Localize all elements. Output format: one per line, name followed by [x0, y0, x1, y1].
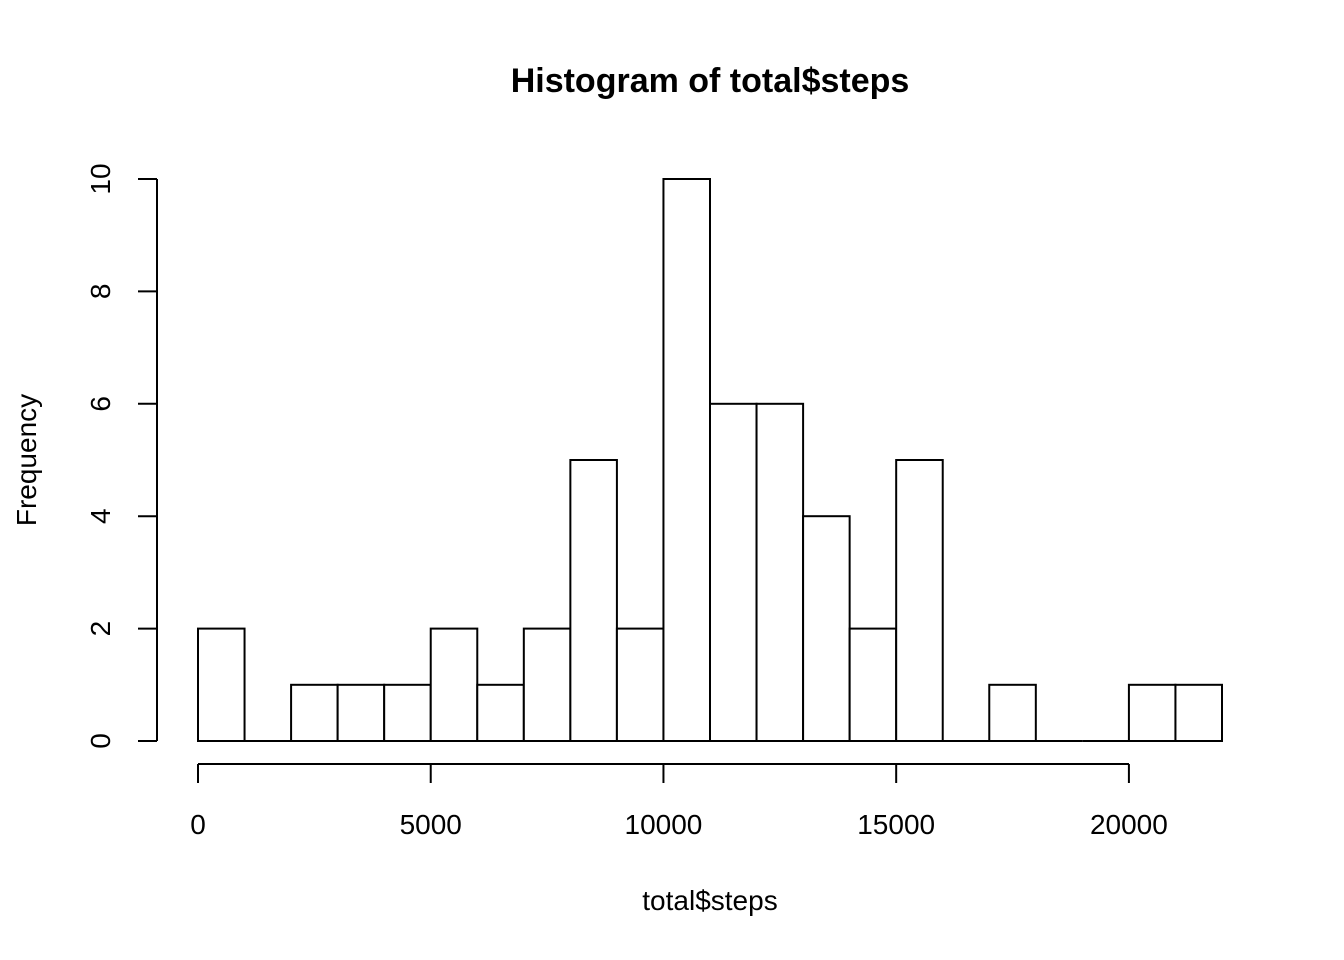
- y-tick-label-3: 6: [85, 396, 116, 412]
- histogram-bar-4: [383, 683, 432, 742]
- histogram-bar-12: [755, 402, 805, 742]
- x-tick-label-1: 5000: [400, 809, 462, 840]
- histogram-bar-13: [802, 515, 851, 743]
- histogram-bar-15: [895, 459, 944, 742]
- bars-group: [197, 178, 1223, 743]
- histogram-bar-0: [197, 627, 246, 742]
- histogram-bar-8: [569, 459, 618, 742]
- histogram-bar-20: [1127, 683, 1177, 742]
- y-tick-label-1: 2: [85, 621, 116, 637]
- x-tick-label-3: 15000: [857, 809, 935, 840]
- x-axis-ticks: 0 5000 10000 15000 20000: [190, 764, 1168, 840]
- histogram-bar-21: [1174, 683, 1223, 742]
- y-tick-label-2: 4: [85, 508, 116, 524]
- histogram-bar-14: [848, 627, 898, 742]
- x-tick-label-0: 0: [190, 809, 206, 840]
- y-axis-ticks: 0 2 4 6 8 10: [85, 163, 157, 749]
- x-tick-label-4: 20000: [1090, 809, 1168, 840]
- histogram-bar-5: [429, 627, 479, 742]
- histogram-bar-9: [615, 627, 665, 742]
- y-tick-label-0: 0: [85, 733, 116, 749]
- histogram-bar-10: [662, 178, 712, 742]
- histogram-bar-2: [290, 683, 339, 742]
- chart-title: Histogram of total$steps: [511, 62, 910, 100]
- y-tick-label-5: 10: [85, 163, 116, 194]
- x-tick-label-2: 10000: [625, 809, 703, 840]
- histogram-bar-3: [336, 683, 386, 742]
- histogram-bar-6: [476, 683, 525, 742]
- y-tick-label-4: 8: [85, 284, 116, 300]
- histogram-bar-11: [709, 402, 758, 742]
- histogram-bar-17: [988, 683, 1037, 742]
- y-axis-label: Frequency: [11, 394, 42, 526]
- histogram-bar-7: [522, 627, 572, 742]
- x-axis-label: total$steps: [642, 885, 777, 916]
